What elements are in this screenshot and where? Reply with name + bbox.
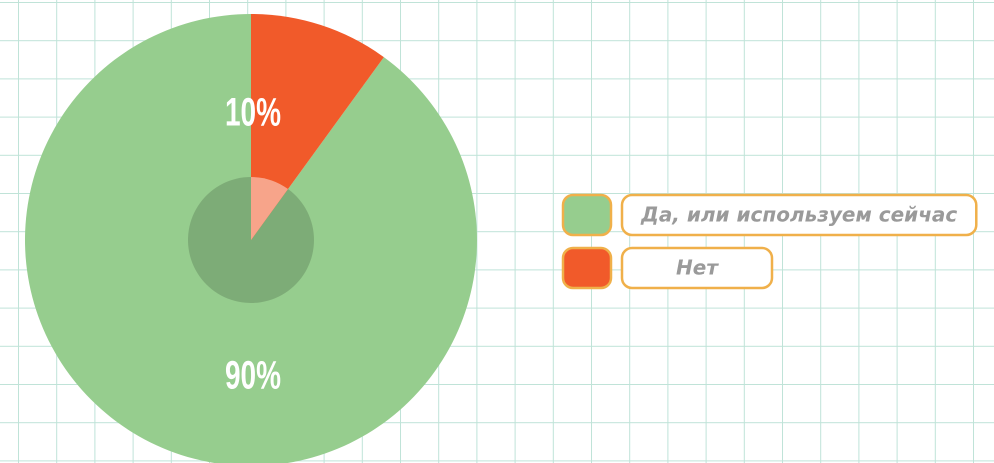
legend-swatch: [561, 193, 613, 237]
slice-label: 90%: [225, 354, 281, 398]
legend-swatch: [561, 246, 613, 290]
pie-slice: [25, 14, 477, 463]
pie-slice: [251, 14, 384, 240]
legend-label: Да, или используем сейчас: [640, 203, 957, 227]
pie-slice-inner: [251, 177, 289, 240]
slice-label: 10%: [225, 91, 281, 135]
legend-label-box: [620, 193, 978, 237]
legend-label-box: [620, 246, 774, 290]
legend-label: Нет: [676, 256, 719, 280]
pie-slice-inner-shade: [251, 177, 289, 240]
